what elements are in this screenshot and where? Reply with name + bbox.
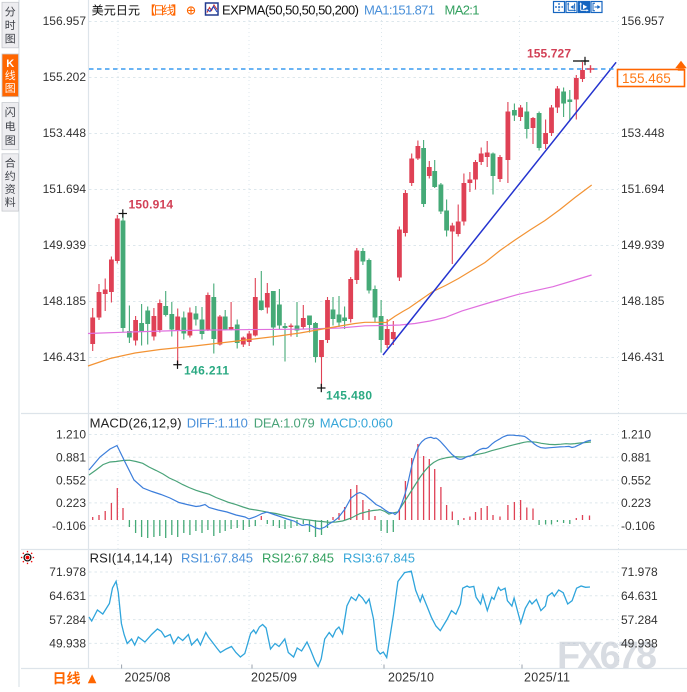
svg-text:DIFF:1.110: DIFF:1.110	[187, 416, 248, 431]
svg-text:0.552: 0.552	[56, 473, 86, 487]
svg-text:151.694: 151.694	[621, 182, 665, 196]
svg-text:153.448: 153.448	[43, 126, 87, 140]
svg-text:156.957: 156.957	[43, 14, 87, 28]
svg-text:150.914: 150.914	[129, 198, 174, 212]
svg-text:149.939: 149.939	[621, 238, 665, 252]
svg-text:0.552: 0.552	[621, 473, 651, 487]
svg-text:1.210: 1.210	[56, 428, 86, 442]
svg-text:2025/09: 2025/09	[251, 671, 297, 685]
svg-text:155.202: 155.202	[43, 70, 87, 84]
svg-text:2025/08: 2025/08	[125, 671, 171, 685]
svg-text:DEA:1.079: DEA:1.079	[254, 416, 315, 431]
svg-text:1.210: 1.210	[621, 428, 651, 442]
svg-text:156.957: 156.957	[621, 14, 665, 28]
svg-text:155.465: 155.465	[622, 71, 671, 86]
svg-text:148.185: 148.185	[43, 294, 87, 308]
svg-text:49.938: 49.938	[621, 637, 658, 651]
svg-text:-0.106: -0.106	[52, 519, 86, 533]
svg-text:145.480: 145.480	[326, 389, 372, 403]
svg-text:MA2:1: MA2:1	[445, 3, 480, 18]
svg-text:RSI(14,14,14): RSI(14,14,14)	[90, 551, 173, 566]
svg-text:155.727: 155.727	[527, 47, 571, 61]
svg-text:2025/10: 2025/10	[388, 671, 434, 685]
svg-text:64.631: 64.631	[49, 589, 86, 603]
svg-text:MA1:151.871: MA1:151.871	[364, 3, 435, 18]
svg-text:0.881: 0.881	[621, 451, 651, 465]
svg-text:K: K	[6, 58, 14, 70]
svg-text:146.211: 146.211	[184, 364, 229, 378]
svg-text:2025/11: 2025/11	[524, 671, 570, 685]
svg-text:RSI1:67.845: RSI1:67.845	[181, 551, 253, 566]
svg-text:64.631: 64.631	[621, 589, 658, 603]
svg-text:149.939: 149.939	[43, 238, 87, 252]
svg-text:0.881: 0.881	[56, 451, 86, 465]
svg-text:153.448: 153.448	[621, 126, 665, 140]
svg-text:146.431: 146.431	[621, 350, 665, 364]
svg-text:MACD(26,12,9): MACD(26,12,9)	[90, 416, 182, 431]
svg-text:57.284: 57.284	[49, 613, 86, 627]
svg-text:RSI2:67.845: RSI2:67.845	[262, 551, 334, 566]
svg-text:49.938: 49.938	[49, 637, 86, 651]
svg-text:-0.106: -0.106	[621, 519, 655, 533]
svg-text:FX678: FX678	[557, 635, 657, 677]
svg-text:148.185: 148.185	[621, 294, 665, 308]
svg-text:MACD:0.060: MACD:0.060	[320, 416, 393, 431]
svg-text:0.223: 0.223	[621, 496, 651, 510]
svg-text:71.978: 71.978	[621, 565, 658, 579]
svg-text:0.223: 0.223	[56, 496, 86, 510]
svg-text:71.978: 71.978	[49, 565, 86, 579]
svg-text:146.431: 146.431	[43, 350, 87, 364]
svg-text:57.284: 57.284	[621, 613, 658, 627]
svg-text:RSI3:67.845: RSI3:67.845	[343, 551, 415, 566]
svg-text:151.694: 151.694	[43, 182, 87, 196]
svg-text:EXPMA(50,50,50,50,200): EXPMA(50,50,50,50,200)	[222, 3, 359, 18]
